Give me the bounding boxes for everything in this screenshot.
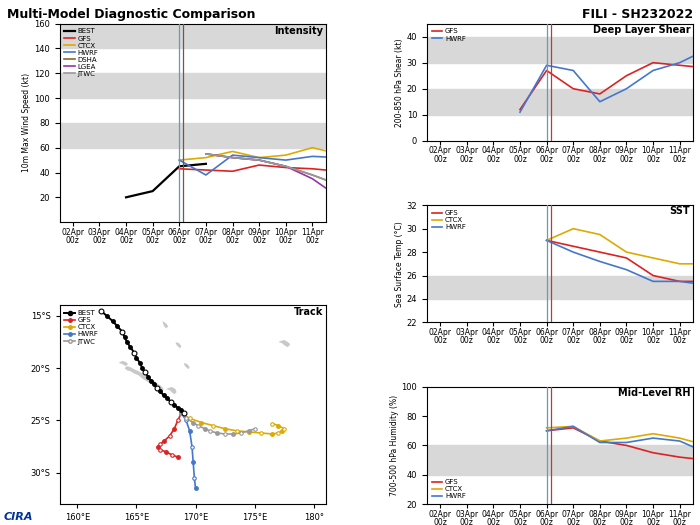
Polygon shape <box>125 366 164 391</box>
Y-axis label: Sea Surface Temp (°C): Sea Surface Temp (°C) <box>395 221 404 307</box>
Text: Track: Track <box>293 308 323 318</box>
Bar <box>427 276 693 299</box>
Legend: GFS, CTCX, HWRF: GFS, CTCX, HWRF <box>430 478 467 500</box>
Legend: GFS, HWRF: GFS, HWRF <box>430 27 467 43</box>
Polygon shape <box>176 342 181 348</box>
Text: Mid-Level RH: Mid-Level RH <box>618 388 690 398</box>
Bar <box>60 24 326 48</box>
Bar <box>427 37 693 62</box>
Text: CIRA: CIRA <box>4 512 33 522</box>
Polygon shape <box>279 340 290 348</box>
Text: Intensity: Intensity <box>274 26 323 36</box>
Y-axis label: 200-850 hPa Shear (kt): 200-850 hPa Shear (kt) <box>395 38 404 127</box>
Polygon shape <box>183 363 190 369</box>
Bar <box>427 445 693 475</box>
Y-axis label: 700-500 hPa Humidity (%): 700-500 hPa Humidity (%) <box>390 395 398 496</box>
Bar <box>60 123 326 148</box>
Legend: GFS, CTCX, HWRF: GFS, CTCX, HWRF <box>430 209 467 232</box>
Legend: BEST, GFS, CTCX, HWRF, DSHA, LGEA, JTWC: BEST, GFS, CTCX, HWRF, DSHA, LGEA, JTWC <box>63 27 100 78</box>
Text: SST: SST <box>670 206 690 216</box>
Text: Deep Layer Shear: Deep Layer Shear <box>593 25 690 35</box>
Y-axis label: 10m Max Wind Speed (kt): 10m Max Wind Speed (kt) <box>22 74 31 172</box>
Text: Multi-Model Diagnostic Comparison: Multi-Model Diagnostic Comparison <box>7 8 256 21</box>
Bar <box>60 74 326 98</box>
Polygon shape <box>166 387 176 394</box>
Text: FILI - SH232022: FILI - SH232022 <box>582 8 693 21</box>
Polygon shape <box>119 361 128 366</box>
Legend: BEST, GFS, CTCX, HWRF, JTWC: BEST, GFS, CTCX, HWRF, JTWC <box>63 309 100 346</box>
Bar <box>427 89 693 115</box>
Polygon shape <box>162 321 168 329</box>
